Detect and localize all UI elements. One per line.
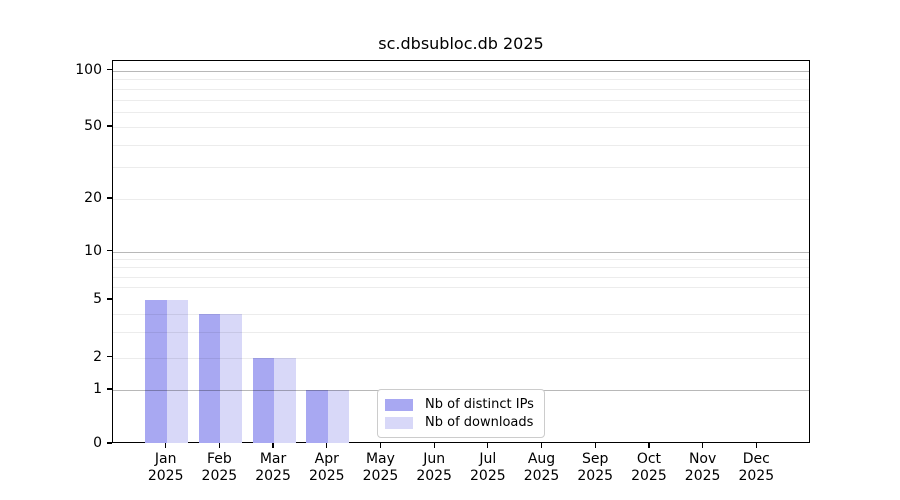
- legend-label-downloads: Nb of downloads: [425, 415, 534, 430]
- x-tick-mark-nov: [702, 443, 704, 448]
- x-tick-label-oct: Oct 2025: [631, 451, 667, 484]
- legend-label-distinct-ips: Nb of distinct IPs: [425, 397, 534, 412]
- x-tick-label-may: May 2025: [362, 451, 399, 484]
- y-tick-mark-10: [107, 250, 112, 252]
- gridline-minor-3: [113, 332, 809, 334]
- bar-feb-nb-of-distinct-ips: [198, 314, 221, 443]
- gridline-minor-6: [113, 287, 809, 289]
- x-tick-label-feb: Feb 2025: [201, 451, 238, 484]
- x-tick-label-jan: Jan 2025: [147, 451, 184, 484]
- x-tick-mark-dec: [755, 443, 757, 448]
- plot-area: [112, 60, 810, 443]
- y-tick-label-10: 10: [84, 242, 102, 259]
- x-tick-mark-sep: [594, 443, 596, 448]
- gridline-major-10: [113, 251, 809, 253]
- x-tick-label-jun: Jun 2025: [416, 451, 452, 484]
- gridline-minor-50: [113, 127, 809, 128]
- gridline-major-100: [113, 70, 809, 72]
- bar-mar-nb-of-distinct-ips: [252, 357, 275, 443]
- gridline-minor-4: [113, 314, 809, 315]
- legend-swatch-distinct-ips: [385, 398, 413, 411]
- y-tick-label-1: 1: [93, 381, 102, 397]
- x-tick-label-dec: Dec 2025: [738, 451, 775, 484]
- x-tick-label-apr: Apr 2025: [308, 451, 345, 484]
- bar-jan-nb-of-downloads: [166, 300, 189, 443]
- legend-item-downloads: Nb of downloads: [385, 414, 536, 431]
- gridline-minor-30: [113, 167, 809, 169]
- y-tick-mark-100: [107, 68, 112, 71]
- x-tick-mark-jan: [165, 443, 167, 448]
- gridline-minor-9: [113, 259, 809, 261]
- y-tick-label-5: 5: [93, 291, 102, 307]
- y-tick-label-20: 20: [84, 190, 102, 206]
- y-tick-mark-1: [107, 388, 112, 390]
- x-tick-mark-mar: [272, 443, 274, 448]
- y-tick-mark-20: [107, 197, 112, 199]
- gridline-minor-70: [113, 99, 809, 101]
- gridline-minor-2: [113, 357, 809, 359]
- gridline-minor-80: [113, 88, 809, 90]
- x-tick-label-jul: Jul 2025: [470, 451, 506, 484]
- y-tick-label-0: 0: [93, 435, 102, 451]
- gridline-minor-20: [113, 199, 809, 200]
- gridline-minor-60: [113, 112, 809, 114]
- bar-feb-nb-of-downloads: [220, 314, 242, 443]
- legend: Nb of distinct IPs Nb of downloads: [377, 389, 545, 438]
- legend-swatch-downloads: [385, 416, 413, 429]
- x-tick-label-aug: Aug 2025: [523, 451, 560, 484]
- y-tick-mark-5: [107, 298, 112, 300]
- gridline-minor-40: [113, 144, 809, 146]
- y-tick-label-2: 2: [93, 348, 102, 365]
- x-tick-label-mar: Mar 2025: [255, 451, 291, 484]
- x-tick-mark-jul: [487, 443, 489, 448]
- x-tick-mark-may: [379, 443, 382, 448]
- x-tick-mark-aug: [540, 443, 543, 448]
- y-tick-label-100: 100: [75, 61, 102, 78]
- x-tick-mark-jun: [433, 443, 435, 448]
- x-tick-label-sep: Sep 2025: [577, 451, 614, 484]
- x-tick-mark-apr: [326, 443, 328, 448]
- x-tick-label-nov: Nov 2025: [684, 451, 721, 484]
- gridline-minor-90: [113, 79, 809, 81]
- y-tick-label-50: 50: [84, 118, 102, 134]
- bar-apr-nb-of-downloads: [327, 390, 350, 443]
- legend-item-distinct-ips: Nb of distinct IPs: [385, 396, 536, 413]
- x-tick-mark-oct: [648, 443, 650, 448]
- y-tick-mark-50: [107, 125, 112, 127]
- gridline-minor-8: [113, 267, 809, 269]
- y-tick-mark-0: [107, 442, 112, 444]
- bar-apr-nb-of-distinct-ips: [306, 390, 328, 443]
- chart-title: sc.dbsubloc.db 2025: [378, 34, 544, 53]
- bar-jan-nb-of-distinct-ips: [145, 300, 167, 443]
- x-tick-mark-feb: [218, 443, 220, 448]
- bar-mar-nb-of-downloads: [274, 357, 296, 443]
- y-tick-mark-2: [107, 355, 112, 358]
- gridline-minor-7: [113, 276, 809, 278]
